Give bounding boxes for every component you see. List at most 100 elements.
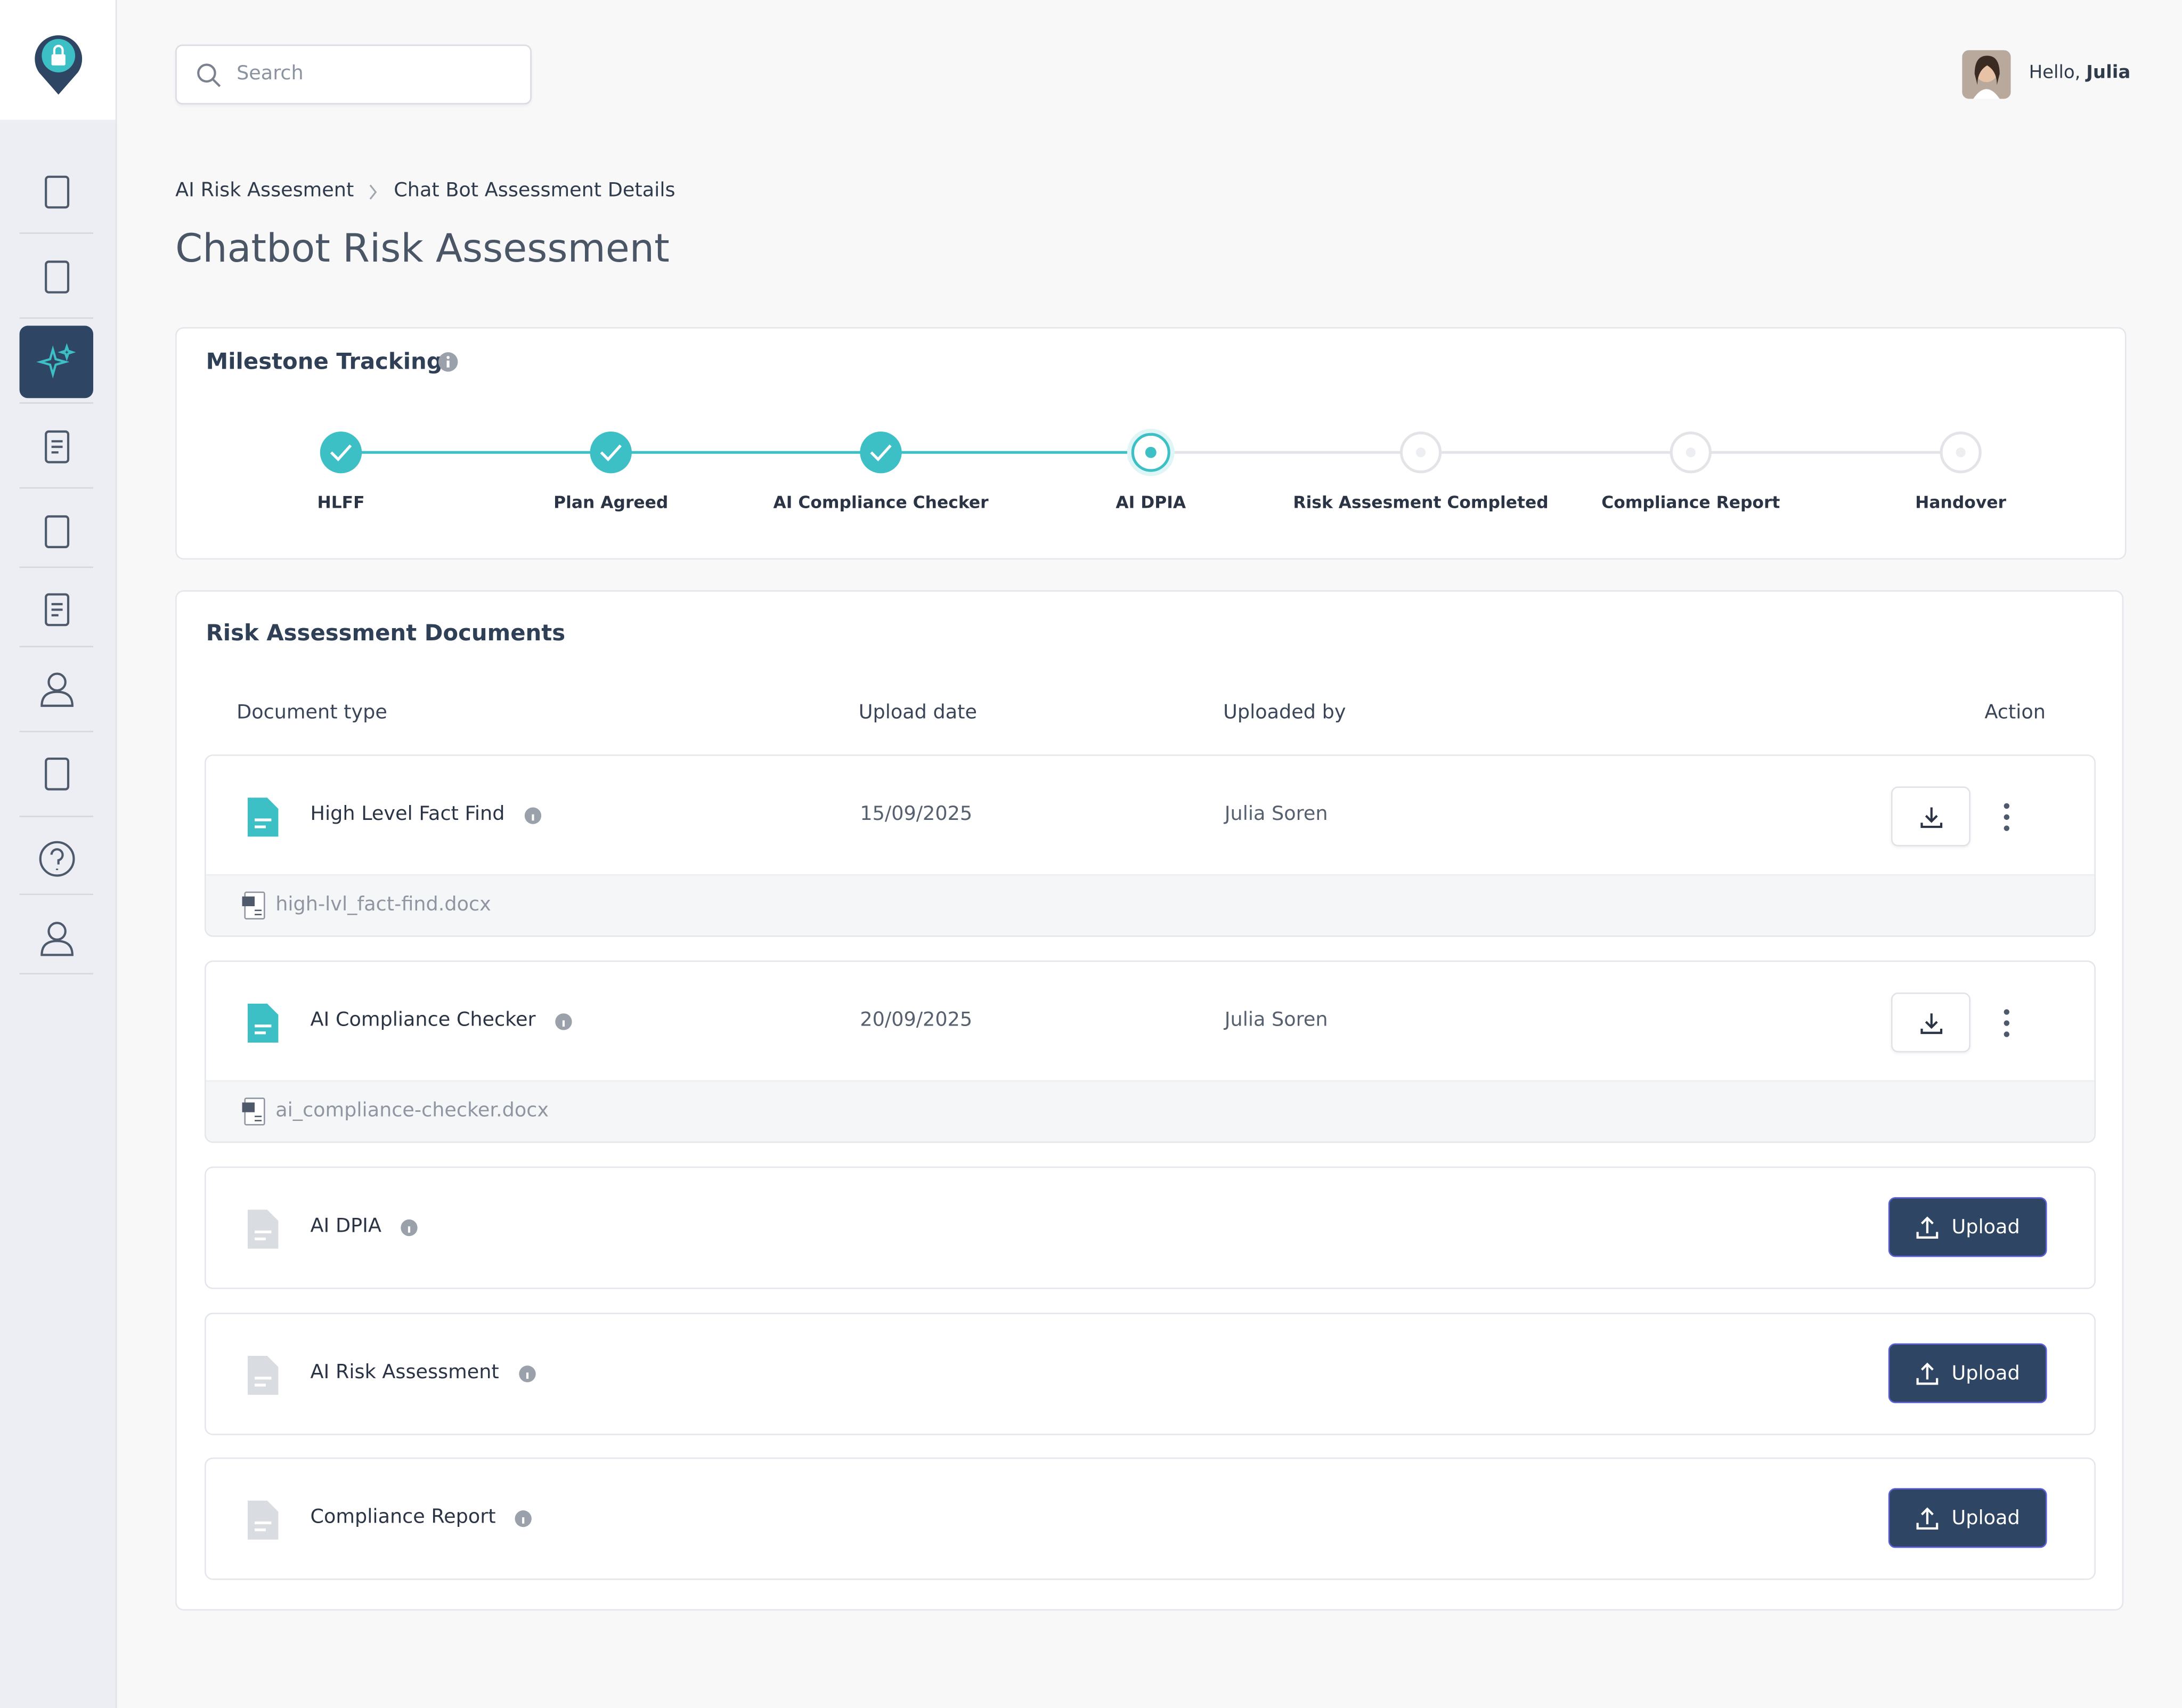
info-icon[interactable] [400, 1218, 419, 1238]
column-header: Upload date [858, 701, 977, 724]
nav-item[interactable] [20, 823, 93, 895]
more-menu[interactable] [1998, 802, 2015, 832]
icon-shape [242, 1102, 255, 1112]
upload-label: Upload [1951, 1216, 2020, 1239]
info-icon[interactable] [437, 351, 459, 373]
milestone-dot [1956, 448, 1966, 458]
document-type: Compliance Report [310, 1506, 496, 1528]
nav-icon [44, 757, 69, 791]
icon-shape [255, 1116, 262, 1121]
icon-shape [1920, 1012, 1942, 1034]
sidebar [0, 0, 117, 1708]
column-header: Document type [237, 701, 387, 724]
upload-icon [1917, 1507, 1939, 1529]
document-row: AI Risk Assessment Upload [204, 1312, 2096, 1435]
icon-shape [39, 690, 73, 707]
user-name: Julia [2086, 62, 2131, 84]
nav-item[interactable] [19, 326, 94, 398]
breadcrumb-chevron [369, 184, 377, 200]
icon-shape [51, 440, 62, 454]
icon-shape [1917, 1362, 1939, 1385]
search-box[interactable]: Search [175, 44, 532, 104]
milestone-label: Plan Agreed [553, 492, 669, 513]
file-name[interactable]: high-lvl_fact-find.docx [275, 893, 491, 916]
icon-shape [47, 922, 66, 941]
nav-item[interactable] [20, 738, 93, 810]
nav-separator [19, 973, 94, 975]
check-mark [870, 444, 892, 462]
info-icon[interactable] [554, 1012, 574, 1032]
avatar[interactable] [1962, 50, 2011, 99]
nav-icon [44, 261, 69, 294]
upload-button[interactable]: Upload [1888, 1343, 2047, 1403]
upload-label: Upload [1951, 1507, 2020, 1530]
nav-icon [44, 430, 69, 463]
icon-shape [1917, 1507, 1939, 1529]
upload-button[interactable]: Upload [1888, 1197, 2047, 1257]
upload-label: Upload [1951, 1362, 2020, 1385]
nav-item[interactable] [20, 156, 93, 229]
nav-item[interactable] [20, 902, 93, 974]
nav-icon [39, 672, 73, 707]
check-mark [600, 444, 622, 462]
document-row: AI Compliance Checker 20/09/2025 Julia Sor… [204, 960, 2096, 1143]
file-name[interactable]: ai_compliance-checker.docx [275, 1100, 549, 1122]
milestone-label: HLFF [317, 492, 365, 513]
document-row: AI DPIA Upload [204, 1166, 2096, 1289]
more-menu[interactable] [1998, 1008, 2015, 1038]
document-icon [247, 1003, 279, 1043]
nav-icon [44, 593, 69, 627]
nav-item[interactable] [20, 241, 93, 313]
milestone-label: AI DPIA [1116, 492, 1186, 513]
greeting-text: Hello, [2029, 62, 2081, 84]
icon-shape [35, 343, 76, 379]
icon-shape [255, 1377, 272, 1387]
icon-shape [38, 841, 75, 877]
upload-button[interactable]: Upload [1888, 1488, 2047, 1548]
nav-icon [38, 841, 75, 877]
search-icon [197, 63, 221, 87]
milestone-done [590, 431, 632, 474]
icon-shape [2004, 1031, 2010, 1037]
info-icon[interactable] [523, 806, 543, 826]
icon-shape [44, 757, 69, 791]
nav-item[interactable] [20, 495, 93, 568]
download-button[interactable] [1891, 786, 1971, 847]
nav-item[interactable] [20, 411, 93, 483]
logo[interactable] [0, 0, 116, 120]
icon-shape [247, 1003, 279, 1043]
milestone-dot [1145, 446, 1157, 458]
milestone-label: Handover [1915, 492, 2007, 513]
nav-item[interactable] [20, 653, 93, 725]
milestone-label: Risk Assesment Completed [1293, 492, 1549, 513]
milestone-dot [1415, 448, 1426, 458]
document-type: High Level Fact Find [310, 803, 505, 826]
uploaded-by: Julia Soren [1224, 803, 1328, 826]
icon-shape [1917, 1216, 1939, 1238]
document-type: AI Risk Assessment [310, 1361, 499, 1384]
download-icon [1920, 807, 1942, 827]
milestone-done [860, 431, 902, 474]
milestone-track [320, 428, 1982, 476]
download-button[interactable] [1891, 992, 1971, 1053]
nav-item[interactable] [20, 574, 93, 646]
document-row: High Level Fact Find 15/09/2025 Julia Sore… [204, 754, 2096, 937]
column-header: Uploaded by [1223, 701, 1346, 724]
icon-shape [532, 814, 534, 821]
breadcrumb-link[interactable]: AI Risk Assesment [175, 180, 354, 202]
milestone-done [320, 431, 362, 474]
icon-shape [44, 175, 69, 209]
icon-shape [2004, 825, 2010, 831]
file-strip: ai_compliance-checker.docx [206, 1080, 2095, 1142]
nav-icon [39, 922, 73, 956]
document-type: AI Compliance Checker [310, 1009, 536, 1032]
nav-separator [19, 487, 94, 489]
info-icon[interactable] [514, 1509, 533, 1528]
info-icon[interactable] [518, 1364, 538, 1384]
icon-shape [44, 515, 69, 548]
greeting: Hello, Julia [2029, 63, 2131, 84]
icon-shape [2004, 1020, 2010, 1026]
icon-shape [247, 1500, 279, 1540]
icon-shape [562, 1020, 565, 1027]
